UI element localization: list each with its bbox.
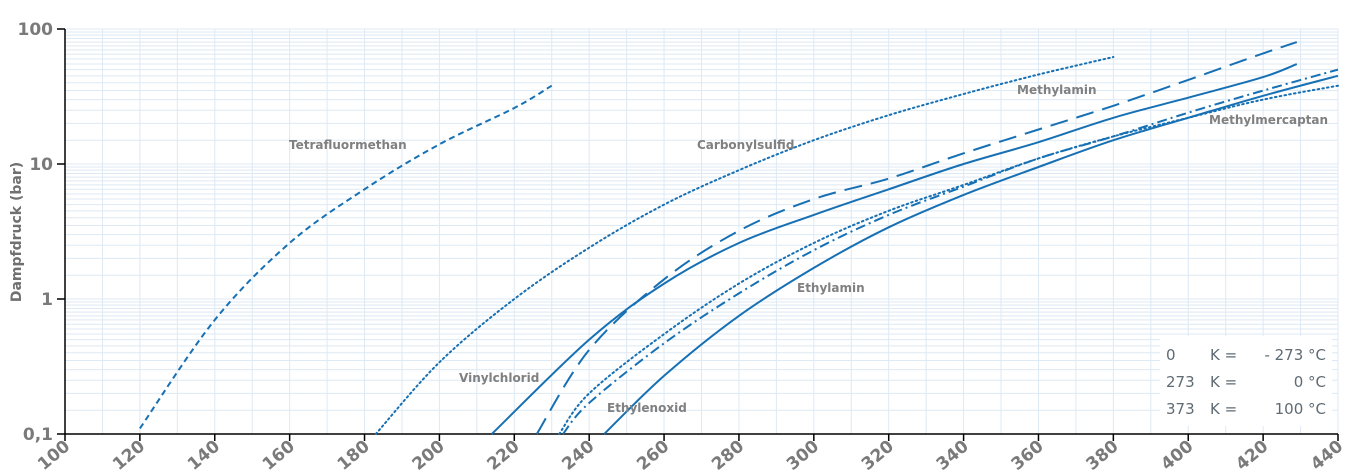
temperature-legend: 0 K = - 273 °C 273 K = 0 °C 373 K = 100 °C	[1160, 336, 1332, 426]
series-line-ethylenoxid	[562, 68, 1339, 435]
y-axis-label: Dampfdruck (bar)	[9, 162, 25, 302]
y-tick-label: 10	[29, 155, 53, 175]
x-tick-label: 220	[483, 436, 523, 474]
x-tick-label: 380	[1083, 436, 1123, 474]
label-ethylenoxid: Ethylenoxid	[607, 401, 687, 415]
series-line-ethylamin	[603, 74, 1339, 435]
x-tick-label: 200	[409, 436, 449, 474]
x-tick-label: 260	[633, 436, 673, 474]
x-tick-label: 280	[708, 436, 748, 474]
x-tick-label: 180	[334, 436, 374, 474]
series-line-carbonylsulfid	[374, 56, 1115, 435]
label-methylamin: Methylamin	[1017, 83, 1097, 97]
x-tick-label: 140	[184, 436, 224, 474]
x-tick-label: 160	[259, 436, 299, 474]
legend-equals: K =	[1210, 373, 1237, 391]
label-tetrafluormethan: Tetrafluormethan	[289, 138, 407, 152]
x-tick-label: 340	[933, 436, 973, 474]
label-vinylchlorid: Vinylchlorid	[459, 371, 539, 385]
legend-background	[1160, 336, 1332, 426]
y-tick-label: 0,1	[23, 425, 53, 445]
x-tick-label: 120	[109, 436, 149, 474]
series-labels: Tetrafluormethan Carbonylsulfid Methylam…	[289, 83, 1328, 415]
x-tick-label: 320	[858, 436, 898, 474]
series	[139, 41, 1339, 435]
x-tick-label: 440	[1307, 436, 1347, 474]
x-tick-label: 240	[558, 436, 598, 474]
legend-equals: K =	[1210, 400, 1237, 418]
legend-kelvin-value: 273	[1166, 373, 1195, 391]
label-ethylamin: Ethylamin	[797, 281, 865, 295]
label-methylmercaptan: Methylmercaptan	[1209, 113, 1328, 127]
x-tick-label: 300	[783, 436, 823, 474]
legend-celsius-value: 0 °C	[1294, 373, 1326, 391]
y-tick-label: 100	[18, 20, 54, 40]
legend-celsius-value: 100 °C	[1275, 400, 1326, 418]
legend-equals: K =	[1210, 346, 1237, 364]
series-line-tetrafluormethan	[139, 84, 553, 429]
legend-celsius-value: - 273 °C	[1264, 346, 1326, 364]
series-line-vinylchlorid	[491, 63, 1298, 435]
legend-kelvin-value: 373	[1166, 400, 1195, 418]
grid	[64, 28, 1339, 435]
axes	[64, 29, 1338, 435]
legend-kelvin-value: 0	[1166, 346, 1176, 364]
x-tick-label: 360	[1008, 436, 1048, 474]
label-carbonylsulfid: Carbonylsulfid	[697, 138, 794, 152]
y-tick-label: 1	[41, 290, 53, 310]
x-tick-label: 400	[1157, 436, 1197, 474]
x-tick-label: 420	[1232, 436, 1272, 474]
